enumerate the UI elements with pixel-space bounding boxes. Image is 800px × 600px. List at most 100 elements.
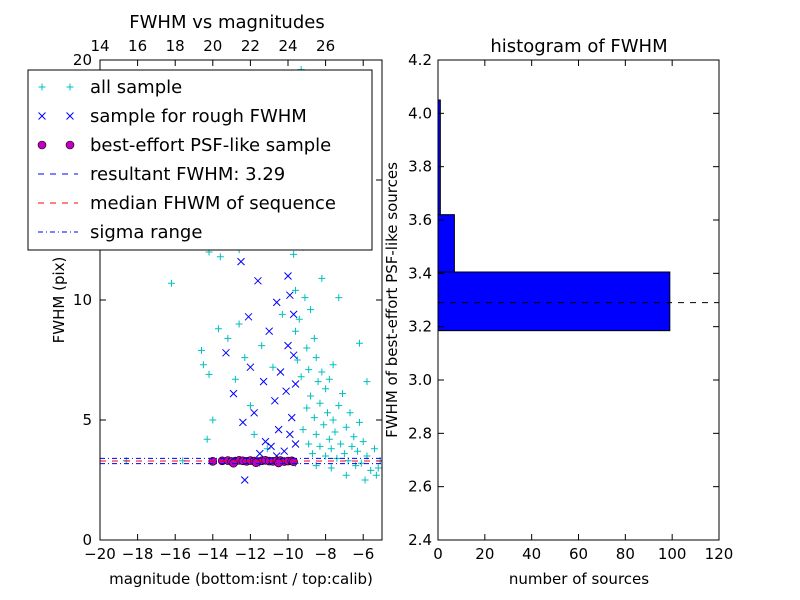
x-tick-label: 120 — [705, 545, 734, 563]
scatter-point-plus — [339, 390, 347, 398]
scatter-point-plus — [310, 334, 318, 342]
scatter-point-plus — [327, 464, 335, 472]
scatter-point-x — [287, 413, 296, 422]
legend-marker — [66, 112, 74, 120]
top-axis-tick-label: 18 — [166, 37, 185, 55]
histogram-bar — [437, 271, 671, 332]
scatter-point-plus — [312, 354, 320, 362]
top-axis-tick-label: 14 — [90, 37, 109, 55]
scatter-point-plus — [303, 404, 311, 412]
legend-entries: all sample sample for rough FWHM best-effo… — [37, 77, 336, 243]
scatter-point-plus — [167, 279, 175, 287]
scatter-point-x — [289, 310, 298, 319]
top-axis-tick-label: 26 — [316, 37, 335, 55]
x-tick-label: 20 — [475, 545, 494, 563]
y-tick-label: 0 — [82, 531, 92, 549]
scatter-point-plus — [198, 346, 206, 354]
scatter-point-circle — [251, 458, 261, 468]
scatter-point-x — [261, 437, 270, 446]
scatter-point-plus — [355, 418, 363, 426]
scatter-point-plus — [299, 426, 307, 434]
scatter-point-plus — [318, 274, 326, 282]
scatter-point-x — [250, 408, 259, 417]
x-tick-label: −20 — [84, 545, 116, 563]
scatter-point-circle — [274, 458, 283, 468]
scatter-point-x — [284, 272, 292, 280]
histogram-title: histogram of FWHM — [490, 36, 667, 57]
scatter-title: FWHM vs magnitudes — [129, 12, 324, 33]
scatter-point-plus — [307, 392, 315, 400]
scatter-point-x — [286, 430, 294, 439]
scatter-point-plus — [357, 459, 365, 467]
legend-marker — [38, 112, 46, 120]
scatter-point-x — [289, 351, 298, 360]
y-tick-label: 2.6 — [408, 478, 432, 496]
y-tick-label: 3.8 — [408, 158, 432, 176]
scatter-point-x — [237, 257, 245, 266]
x-tick-label: −8 — [315, 545, 337, 563]
scatter-point-plus — [348, 442, 356, 450]
scatter-point-x — [291, 440, 300, 448]
scatter-y-label: FWHM (pix) — [50, 257, 68, 344]
scatter-point-plus — [246, 402, 254, 410]
scatter-point-x — [272, 298, 281, 307]
scatter-point-plus — [308, 450, 316, 458]
scatter-point-plus — [290, 250, 298, 258]
y-tick-label: 3.6 — [408, 211, 432, 229]
histogram-y-label: FWHM of best-effort PSF-like sources — [383, 162, 401, 438]
legend-marker — [37, 140, 47, 150]
scatter-point-plus — [263, 445, 271, 453]
scatter-point-plus — [303, 344, 311, 352]
legend-entry: best-effort PSF-like sample — [37, 135, 331, 156]
scatter-point-plus — [214, 325, 222, 333]
scatter-point-plus — [337, 440, 345, 448]
scatter-point-plus — [297, 373, 305, 381]
scatter-point-plus — [361, 476, 369, 484]
scatter-point-plus — [367, 466, 375, 474]
scatter-point-plus — [209, 416, 217, 424]
y-tick-label: 3.4 — [408, 264, 432, 282]
y-tick-label: 4.0 — [408, 104, 432, 122]
scatter-point-x — [254, 276, 262, 285]
scatter-legend: all sample sample for rough FWHM best-effo… — [27, 69, 373, 251]
x-tick-label: 100 — [658, 545, 687, 563]
scatter-point-plus — [325, 375, 333, 383]
scatter-point-plus — [231, 375, 239, 383]
scatter-point-x — [276, 368, 285, 376]
legend-label: median FHWM of sequence — [90, 193, 336, 214]
scatter-point-plus — [320, 421, 328, 429]
scatter-point-plus — [335, 294, 343, 302]
scatter-point-plus — [350, 433, 358, 441]
scatter-point-plus — [346, 409, 354, 417]
scatter-point-x — [282, 387, 290, 396]
scatter-point-plus — [250, 430, 258, 438]
scatter-point-plus — [331, 428, 339, 436]
scatter-point-plus — [355, 339, 363, 347]
scatter-point-x — [265, 327, 274, 336]
x-tick-label: 80 — [616, 545, 635, 563]
scatter-point-plus — [205, 370, 213, 378]
scatter-point-x — [267, 442, 275, 451]
legend-entry: all sample — [38, 77, 182, 98]
scatter-point-plus — [329, 361, 337, 369]
scatter-point-plus — [374, 464, 382, 472]
scatter-point-plus — [342, 423, 350, 431]
scatter-point-plus — [305, 440, 313, 448]
scatter-point-plus — [316, 442, 324, 450]
y-tick-label: 5 — [82, 411, 92, 429]
scatter-point-x — [270, 396, 279, 405]
x-tick-label: −12 — [235, 545, 267, 563]
scatter-point-plus — [327, 445, 335, 453]
scatter-point-plus — [199, 361, 207, 369]
scatter-point-plus — [359, 438, 367, 446]
legend-entry: median FHWM of sequence — [38, 193, 336, 214]
scatter-point-x — [239, 418, 247, 427]
scatter-point-plus — [310, 414, 318, 422]
scatter-point-plus — [342, 471, 350, 479]
legend-entry: sigma range — [38, 222, 202, 243]
scatter-point-x — [229, 389, 238, 398]
scatter-point-x — [240, 476, 249, 484]
legend-entry: resultant FWHM: 3.29 — [38, 164, 285, 185]
legend-box — [27, 69, 373, 251]
